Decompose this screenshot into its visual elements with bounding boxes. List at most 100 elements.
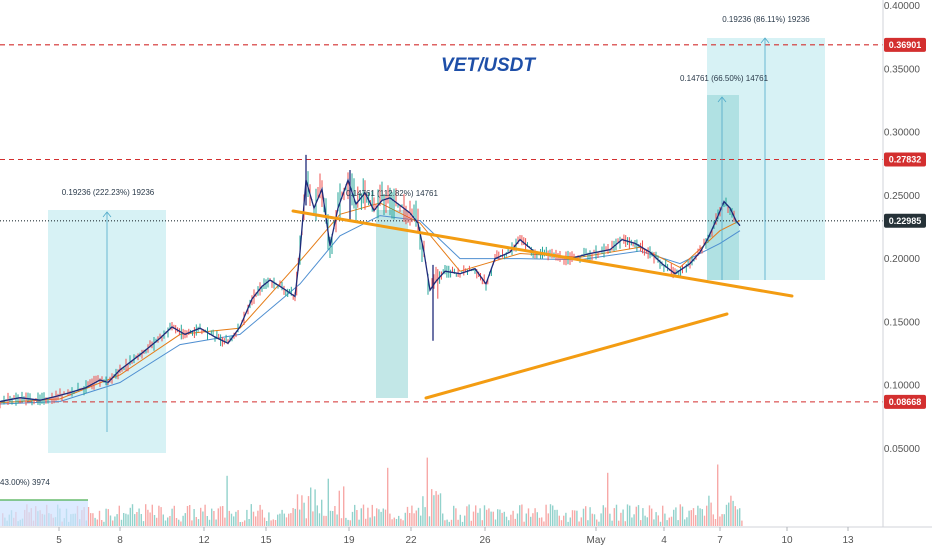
volume-bar <box>193 509 195 526</box>
volume-bar <box>358 519 360 526</box>
volume-bar <box>730 495 732 526</box>
volume-bar <box>321 499 323 526</box>
volume-bar <box>697 505 699 526</box>
volume-bar <box>283 513 285 526</box>
volume-bar <box>657 515 659 526</box>
volume-bar <box>389 513 391 526</box>
volume-bar <box>664 513 666 526</box>
volume-bar <box>380 511 382 526</box>
volume-bar <box>173 505 175 526</box>
volume-bar <box>739 508 741 526</box>
y-tick-label: 0.05000 <box>884 444 921 455</box>
volume-bar <box>208 519 211 526</box>
volume-bar <box>708 495 710 526</box>
volume-bar <box>367 507 369 526</box>
volume-bar <box>351 511 354 526</box>
volume-bar <box>195 517 197 526</box>
x-tick-label: 22 <box>405 535 417 546</box>
volume-bar <box>228 510 230 526</box>
volume-bar <box>699 508 701 526</box>
volume-bar <box>578 521 580 526</box>
volume-bar <box>516 513 519 526</box>
volume-bar <box>567 521 569 526</box>
volume-bar <box>433 495 435 526</box>
volume-bar <box>365 518 367 526</box>
volume-bar <box>327 478 329 526</box>
volume-bar <box>248 519 250 526</box>
volume-bar <box>543 521 545 526</box>
volume-bar <box>290 513 292 526</box>
volume-bar <box>554 509 556 526</box>
volume-bar <box>417 507 420 526</box>
volume-bar <box>230 513 233 526</box>
x-tick-label: 13 <box>842 535 854 546</box>
volume-bar <box>662 505 664 526</box>
volume-bar <box>536 512 538 526</box>
time-axis[interactable]: 5 8 12 15 19 22 26 May 4 7 10 13 <box>0 526 932 546</box>
volume-bar <box>127 514 129 526</box>
volume-bar <box>160 507 162 526</box>
level-badge <box>884 37 926 52</box>
volume-bar <box>475 505 477 526</box>
volume-bar <box>721 514 723 526</box>
volume-bar <box>725 504 728 526</box>
volume-bar <box>169 516 171 526</box>
volume-bar <box>668 517 670 526</box>
volume-bar <box>398 515 400 526</box>
volume-bar <box>107 509 109 526</box>
volume-bar <box>591 513 593 526</box>
volume-bar <box>272 519 274 526</box>
volume-bar <box>96 519 98 526</box>
volume-bar <box>483 505 486 526</box>
volume-bar <box>622 509 624 526</box>
level-badge <box>884 152 926 167</box>
volume-bar <box>288 513 290 526</box>
volume-bar <box>541 517 543 526</box>
volume-bar <box>219 506 222 526</box>
level-badge-label: 0.22985 <box>889 216 922 226</box>
volume-bar <box>142 521 145 526</box>
volume-bar <box>151 504 153 526</box>
volume-bar <box>277 514 279 526</box>
volume-bar <box>202 511 204 526</box>
volume-bar <box>640 520 642 526</box>
volume-bar <box>604 507 607 526</box>
volume-bar <box>112 520 114 526</box>
volume-bar <box>402 520 404 526</box>
volume-bar <box>692 508 695 526</box>
volume-bar <box>147 509 149 526</box>
volume-bar <box>378 509 380 526</box>
volume-bar <box>613 508 615 526</box>
volume-bar <box>598 521 600 526</box>
volume-bar <box>98 510 101 526</box>
volume-bar <box>644 515 646 526</box>
volume-bar <box>138 508 140 526</box>
volume-bar <box>314 489 316 526</box>
volume-bar <box>435 491 437 526</box>
volume-bar <box>503 511 505 526</box>
volume-bar <box>684 519 686 526</box>
volume-bar <box>741 520 743 526</box>
price-axis[interactable]: 0.05000 0.10000 0.15000 0.20000 0.25000 0.300… <box>882 0 926 527</box>
volume-bar <box>270 520 272 526</box>
volume-bar <box>340 518 343 526</box>
upper-trendline <box>291 209 794 298</box>
volume-bar <box>224 517 226 526</box>
volume-bar <box>158 505 160 526</box>
volume-bar <box>252 511 255 526</box>
volume-bar <box>723 514 725 526</box>
volume-bar <box>167 517 169 526</box>
volume-bar <box>334 506 336 526</box>
volume-bar <box>305 518 307 526</box>
volume-bar <box>268 512 270 526</box>
volume-bar <box>585 506 587 526</box>
volume-bar <box>292 508 294 526</box>
volume-bar <box>134 514 136 526</box>
volume-bar <box>450 519 453 526</box>
y-tick-label: 0.10000 <box>884 381 921 392</box>
volume-bar <box>285 517 288 526</box>
volume-bar <box>609 513 611 526</box>
volume-bar <box>714 519 717 526</box>
volume-bar <box>481 520 483 526</box>
